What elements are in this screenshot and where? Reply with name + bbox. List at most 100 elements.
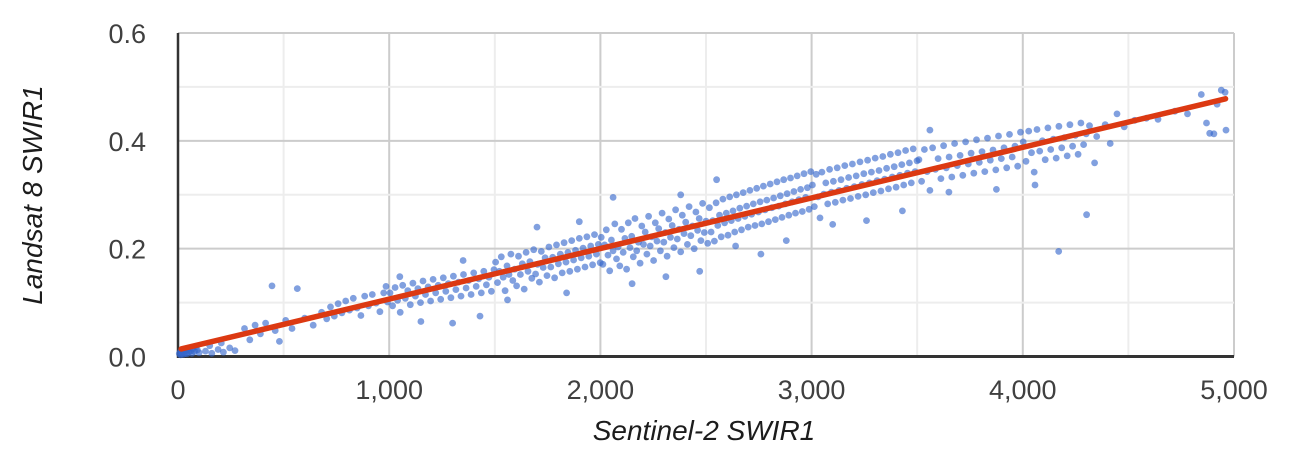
scatter-point[interactable] — [841, 162, 849, 170]
scatter-point[interactable] — [959, 171, 967, 179]
scatter-point[interactable] — [619, 249, 627, 256]
scatter-point[interactable] — [758, 220, 766, 228]
scatter-point[interactable] — [892, 183, 900, 191]
scatter-point[interactable] — [699, 200, 706, 207]
scatter-point[interactable] — [763, 196, 771, 204]
scatter-point[interactable] — [864, 156, 871, 164]
scatter-point[interactable] — [1080, 141, 1087, 149]
scatter-point[interactable] — [692, 208, 700, 216]
scatter-point[interactable] — [460, 271, 467, 278]
scatter-point[interactable] — [1058, 144, 1066, 152]
scatter-point[interactable] — [1203, 119, 1210, 127]
scatter-point[interactable] — [1077, 119, 1085, 127]
scatter-point[interactable] — [862, 191, 870, 199]
scatter-point[interactable] — [591, 231, 598, 239]
scatter-point[interactable] — [1184, 110, 1191, 118]
scatter-point[interactable] — [532, 270, 539, 278]
scatter-point[interactable] — [1047, 146, 1055, 153]
scatter-point[interactable] — [860, 170, 868, 178]
scatter-point[interactable] — [753, 184, 761, 192]
scatter-point[interactable] — [609, 247, 617, 255]
scatter-point[interactable] — [522, 249, 530, 256]
scatter-point[interactable] — [682, 218, 690, 226]
scatter-point[interactable] — [792, 209, 799, 217]
scatter-point[interactable] — [640, 241, 647, 248]
scatter-point[interactable] — [713, 176, 720, 184]
scatter-point[interactable] — [849, 160, 856, 168]
scatter-point[interactable] — [744, 223, 752, 231]
scatter-point[interactable] — [575, 235, 583, 242]
scatter-point[interactable] — [1083, 211, 1090, 219]
scatter-point[interactable] — [380, 289, 388, 297]
scatter-point[interactable] — [810, 203, 818, 211]
scatter-point[interactable] — [757, 250, 765, 258]
scatter-point[interactable] — [894, 149, 902, 157]
scatter-point[interactable] — [342, 297, 350, 305]
scatter-point[interactable] — [568, 237, 576, 245]
scatter-point[interactable] — [429, 276, 437, 283]
scatter-point[interactable] — [539, 264, 547, 271]
scatter-point[interactable] — [504, 296, 511, 304]
scatter-point[interactable] — [606, 267, 614, 275]
scatter-point[interactable] — [807, 168, 815, 176]
scatter-point[interactable] — [875, 167, 883, 174]
scatter-point[interactable] — [470, 269, 478, 277]
scatter-point[interactable] — [641, 228, 649, 236]
scatter-point[interactable] — [449, 319, 456, 327]
scatter-point[interactable] — [906, 159, 913, 167]
scatter-point[interactable] — [776, 192, 784, 200]
scatter-point[interactable] — [268, 282, 276, 290]
scatter-point[interactable] — [1052, 154, 1060, 162]
scatter-point[interactable] — [472, 283, 480, 290]
scatter-point[interactable] — [670, 244, 678, 252]
scatter-point[interactable] — [492, 258, 499, 266]
scatter-point[interactable] — [711, 237, 718, 245]
scatter-point[interactable] — [589, 261, 596, 269]
scatter-point[interactable] — [883, 164, 890, 172]
scatter-point[interactable] — [655, 225, 663, 233]
scatter-point[interactable] — [558, 269, 566, 277]
scatter-point[interactable] — [396, 273, 404, 281]
scatter-point[interactable] — [551, 274, 558, 282]
scatter-point[interactable] — [978, 148, 986, 156]
scatter-point[interactable] — [442, 287, 450, 295]
scatter-point[interactable] — [696, 267, 704, 275]
scatter-point[interactable] — [900, 181, 908, 189]
scatter-point[interactable] — [450, 272, 457, 280]
scatter-point[interactable] — [818, 168, 826, 176]
scatter-point[interactable] — [220, 348, 227, 356]
scatter-point[interactable] — [409, 279, 417, 287]
scatter-point[interactable] — [890, 163, 898, 171]
scatter-point[interactable] — [427, 297, 434, 305]
scatter-point[interactable] — [854, 193, 862, 200]
scatter-point[interactable] — [824, 200, 832, 208]
scatter-point[interactable] — [687, 232, 695, 240]
scatter-point[interactable] — [921, 146, 928, 153]
scatter-point[interactable] — [677, 191, 685, 199]
scatter-point[interactable] — [633, 247, 641, 255]
scatter-point[interactable] — [650, 257, 657, 264]
scatter-point[interactable] — [1221, 88, 1229, 96]
scatter-point[interactable] — [1019, 138, 1027, 146]
scatter-point[interactable] — [382, 283, 390, 290]
scatter-point[interactable] — [537, 248, 545, 255]
scatter-point[interactable] — [918, 177, 925, 185]
scatter-point[interactable] — [697, 237, 705, 245]
scatter-point[interactable] — [1197, 91, 1205, 98]
scatter-point[interactable] — [349, 294, 357, 302]
scatter-point[interactable] — [563, 289, 570, 297]
scatter-point[interactable] — [706, 204, 713, 212]
scatter-point[interactable] — [530, 246, 538, 254]
scatter-point[interactable] — [208, 349, 216, 357]
scatter-point[interactable] — [782, 237, 790, 245]
scatter-point[interactable] — [543, 272, 551, 279]
scatter-point[interactable] — [604, 251, 612, 259]
scatter-point[interactable] — [879, 153, 887, 160]
scatter-point[interactable] — [1017, 128, 1024, 136]
scatter-point[interactable] — [467, 291, 475, 298]
scatter-point[interactable] — [765, 218, 772, 226]
scatter-point[interactable] — [743, 202, 750, 210]
scatter-point[interactable] — [560, 239, 568, 247]
scatter-point[interactable] — [1066, 121, 1074, 129]
scatter-point[interactable] — [778, 214, 786, 221]
